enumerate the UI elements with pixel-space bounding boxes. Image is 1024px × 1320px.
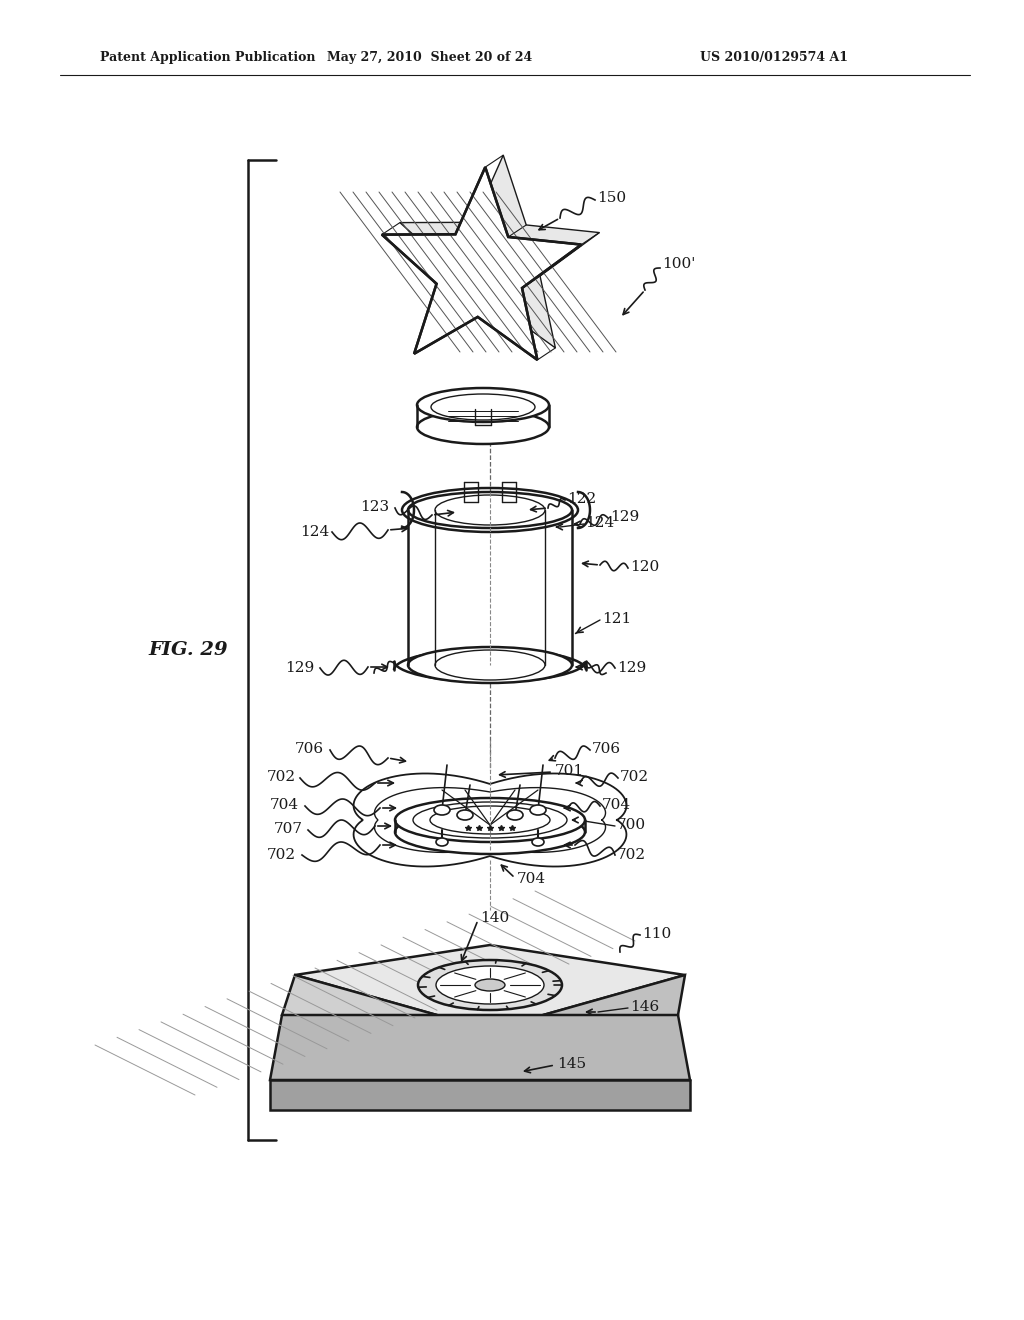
Ellipse shape [430, 807, 550, 834]
Polygon shape [270, 1080, 690, 1110]
Ellipse shape [408, 492, 572, 528]
Text: 706: 706 [592, 742, 622, 756]
Text: 120: 120 [630, 560, 659, 574]
Text: 124: 124 [300, 525, 330, 539]
Text: 702: 702 [617, 847, 646, 862]
Polygon shape [482, 975, 685, 1071]
Text: 707: 707 [274, 822, 303, 836]
Ellipse shape [532, 838, 544, 846]
Polygon shape [382, 168, 582, 360]
Text: 146: 146 [630, 1001, 659, 1014]
Text: 140: 140 [480, 911, 509, 925]
Text: 122: 122 [567, 492, 596, 506]
Text: 701: 701 [555, 764, 584, 777]
Polygon shape [282, 975, 490, 1071]
Ellipse shape [457, 810, 473, 820]
Text: 704: 704 [602, 799, 631, 812]
Text: 702: 702 [267, 847, 296, 862]
Text: 129: 129 [610, 510, 639, 524]
Ellipse shape [417, 388, 549, 422]
Ellipse shape [395, 810, 585, 854]
Polygon shape [270, 1015, 690, 1080]
Text: 129: 129 [285, 661, 314, 675]
Text: 145: 145 [557, 1057, 586, 1071]
Ellipse shape [435, 495, 545, 525]
Polygon shape [400, 156, 599, 348]
Text: 124: 124 [585, 516, 614, 531]
Ellipse shape [417, 411, 549, 444]
Ellipse shape [436, 838, 449, 846]
Ellipse shape [395, 799, 585, 842]
Ellipse shape [418, 960, 562, 1010]
Ellipse shape [434, 805, 450, 814]
Ellipse shape [436, 966, 544, 1005]
Ellipse shape [413, 803, 567, 838]
Text: FIG. 29: FIG. 29 [148, 642, 227, 659]
Ellipse shape [507, 810, 523, 820]
Text: May 27, 2010  Sheet 20 of 24: May 27, 2010 Sheet 20 of 24 [328, 51, 532, 65]
Text: 123: 123 [360, 500, 389, 513]
Ellipse shape [530, 805, 546, 814]
Text: Patent Application Publication: Patent Application Publication [100, 51, 315, 65]
Text: 706: 706 [295, 742, 325, 756]
Text: 110: 110 [642, 927, 672, 941]
Text: 704: 704 [517, 873, 546, 886]
Text: 702: 702 [620, 770, 649, 784]
Text: 702: 702 [267, 770, 296, 784]
Text: 150: 150 [597, 191, 626, 205]
Text: US 2010/0129574 A1: US 2010/0129574 A1 [700, 51, 848, 65]
Ellipse shape [475, 979, 505, 991]
Ellipse shape [408, 647, 572, 682]
Ellipse shape [435, 649, 545, 680]
Text: 100': 100' [662, 257, 695, 271]
Ellipse shape [431, 393, 535, 420]
Text: 700: 700 [617, 818, 646, 832]
Text: 704: 704 [270, 799, 299, 812]
Text: 121: 121 [602, 612, 631, 626]
Text: 129: 129 [617, 661, 646, 675]
Polygon shape [295, 945, 685, 1030]
